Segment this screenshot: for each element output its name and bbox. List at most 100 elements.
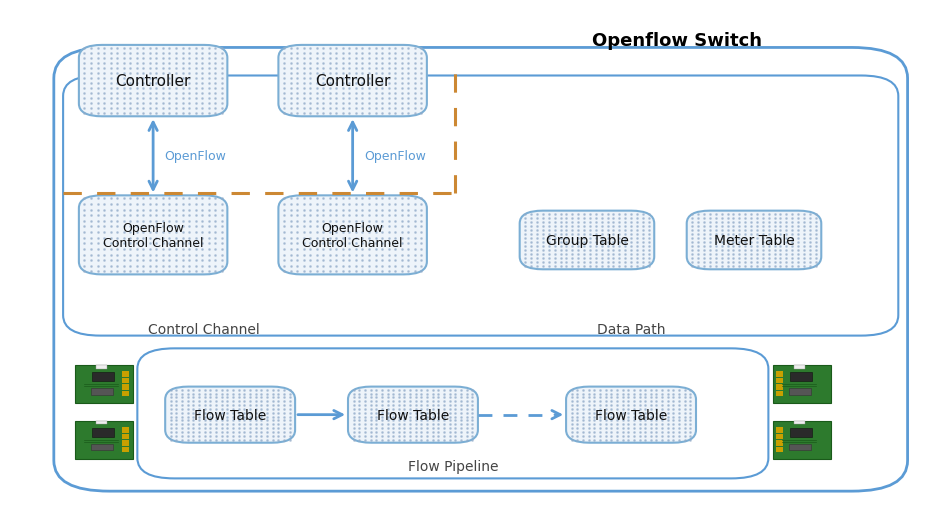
Point xyxy=(381,212,396,220)
Point xyxy=(523,222,538,231)
Point xyxy=(195,223,210,231)
Point xyxy=(802,227,817,235)
Point xyxy=(368,413,383,421)
Point xyxy=(381,110,396,118)
Point xyxy=(142,80,157,88)
Point xyxy=(214,80,229,88)
Point xyxy=(737,250,752,259)
Point xyxy=(517,218,532,227)
Point xyxy=(315,100,330,108)
Point xyxy=(394,245,409,253)
Point xyxy=(83,80,98,88)
Point xyxy=(430,405,445,413)
Point xyxy=(282,436,297,444)
Point xyxy=(90,50,105,58)
Point xyxy=(122,70,137,78)
Point xyxy=(208,240,222,248)
Point xyxy=(565,246,579,254)
Point xyxy=(540,263,555,271)
Point xyxy=(188,45,203,53)
Point xyxy=(96,95,111,103)
Point xyxy=(635,254,650,263)
Point xyxy=(302,217,317,225)
Point xyxy=(408,413,423,421)
Point xyxy=(517,263,532,271)
Point xyxy=(637,401,652,409)
Point xyxy=(394,223,409,231)
Point xyxy=(564,390,578,398)
Point xyxy=(109,245,124,253)
Point xyxy=(296,257,311,265)
Point xyxy=(169,60,184,68)
Point xyxy=(375,50,389,58)
Point xyxy=(341,70,356,78)
Point xyxy=(296,95,311,103)
Point xyxy=(570,263,585,271)
Point xyxy=(654,428,669,436)
Point xyxy=(283,234,298,242)
Point xyxy=(328,65,343,73)
Point xyxy=(419,428,434,436)
Point xyxy=(90,201,105,209)
Point xyxy=(116,206,131,214)
Point xyxy=(289,201,304,209)
Point xyxy=(122,100,137,108)
Point xyxy=(547,263,562,271)
Point xyxy=(368,100,383,108)
Point xyxy=(231,436,246,444)
Point xyxy=(156,212,171,220)
Point xyxy=(641,235,655,243)
Point xyxy=(778,210,793,218)
Point xyxy=(197,405,212,413)
Point xyxy=(807,210,822,218)
Point xyxy=(677,398,692,406)
Point xyxy=(355,110,370,118)
Point xyxy=(182,217,197,225)
Point xyxy=(341,60,356,68)
Point xyxy=(302,85,317,93)
Point xyxy=(283,80,298,88)
Point xyxy=(368,436,383,444)
Point xyxy=(276,405,291,413)
Point xyxy=(719,231,734,239)
Point xyxy=(743,214,757,222)
Point xyxy=(90,240,105,248)
Point xyxy=(677,390,692,398)
Point xyxy=(620,401,635,409)
Point xyxy=(103,251,118,259)
Point xyxy=(231,420,246,429)
Point xyxy=(214,70,229,78)
Point xyxy=(129,206,144,214)
Point xyxy=(122,268,137,276)
Point xyxy=(271,428,286,436)
Point xyxy=(552,210,567,218)
Point xyxy=(103,217,118,225)
Point xyxy=(182,45,197,53)
Point xyxy=(380,393,395,402)
Point xyxy=(142,95,157,103)
Point xyxy=(220,424,235,432)
Point xyxy=(569,398,584,406)
Point xyxy=(103,206,118,214)
Point xyxy=(609,436,624,444)
Point xyxy=(355,85,370,93)
Point xyxy=(380,420,395,429)
Point xyxy=(209,398,223,406)
Point xyxy=(603,386,618,394)
Point xyxy=(637,436,652,444)
Point xyxy=(174,393,189,402)
Text: Group Table: Group Table xyxy=(545,234,628,247)
Point xyxy=(188,85,203,93)
Point xyxy=(309,268,324,276)
Point xyxy=(623,235,638,243)
Point xyxy=(430,432,445,440)
Point xyxy=(598,393,613,402)
Point xyxy=(593,210,608,218)
Point xyxy=(408,390,423,398)
Point xyxy=(174,401,189,409)
Point xyxy=(582,254,597,263)
Point xyxy=(116,80,131,88)
Point xyxy=(380,413,395,421)
Point xyxy=(600,222,615,231)
Point xyxy=(381,262,396,270)
